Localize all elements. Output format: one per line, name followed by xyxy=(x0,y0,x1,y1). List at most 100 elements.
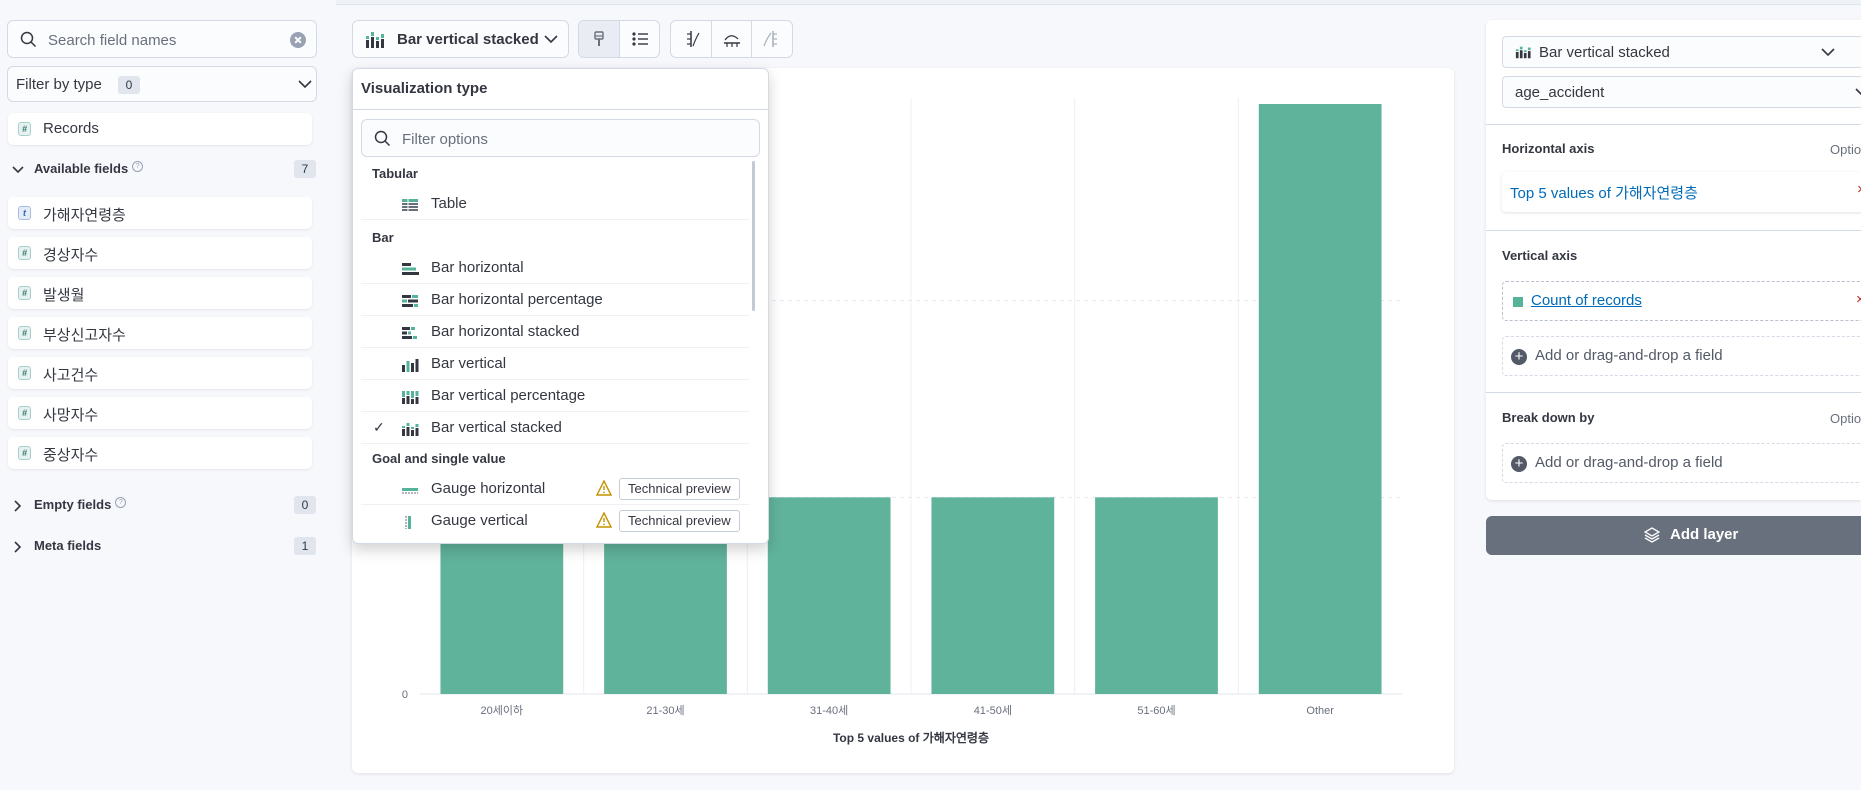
scrollbar-thumb[interactable] xyxy=(752,161,755,311)
field-item[interactable]: # 발생월 xyxy=(8,277,312,309)
toolbar-group-axes xyxy=(670,20,793,58)
layer-type-label: Bar vertical stacked xyxy=(1539,44,1670,61)
dimension-label: Count of records xyxy=(1531,292,1642,309)
technical-preview-badge: Technical preview xyxy=(619,478,740,500)
plus-icon: + xyxy=(1511,349,1527,365)
layer-type-select[interactable]: Bar vertical stacked xyxy=(1502,36,1861,68)
info-icon[interactable]: ? xyxy=(132,161,144,172)
paintbrush-icon xyxy=(594,31,604,46)
field-item[interactable]: # 사망자수 xyxy=(8,397,312,429)
chevron-right-icon xyxy=(14,541,22,553)
field-item[interactable]: t 가해자연령층 xyxy=(8,197,312,229)
number-field-icon: # xyxy=(18,122,31,136)
horizontal-axis-dimension[interactable]: Top 5 values of 가해자연령층 × xyxy=(1502,172,1861,212)
group-label-bar: Bar xyxy=(372,230,394,245)
divider xyxy=(353,109,768,110)
number-field-icon: # xyxy=(18,446,31,460)
bar xyxy=(1095,497,1218,694)
add-layer-label: Add layer xyxy=(1670,526,1739,543)
field-name: 발생월 xyxy=(43,287,85,304)
option-bar-horizontal-percentage[interactable]: Bar horizontal percentage xyxy=(361,285,749,316)
filter-options-input[interactable] xyxy=(400,127,744,151)
field-item[interactable]: # 부상신고자수 xyxy=(8,317,312,349)
remove-dimension-icon[interactable]: × xyxy=(1856,291,1861,308)
option-label: Gauge horizontal xyxy=(431,480,546,497)
option-bar-horizontal[interactable]: Bar horizontal xyxy=(361,253,749,284)
field-item[interactable]: # 중상자수 xyxy=(8,437,312,469)
option-label: Gauge vertical xyxy=(431,512,528,529)
info-icon[interactable]: ? xyxy=(115,497,127,508)
option-table[interactable]: Table xyxy=(361,189,749,220)
right-axis-icon xyxy=(763,31,777,47)
field-item[interactable]: # 경상자수 xyxy=(8,237,312,269)
add-field-label: Add or drag-and-drop a field xyxy=(1535,347,1723,364)
chevron-down-icon xyxy=(298,80,312,89)
bar-vertical-percentage-icon xyxy=(402,391,419,404)
field-item-records[interactable]: # Records xyxy=(8,113,312,145)
visualization-type-button[interactable]: Bar vertical stacked xyxy=(352,20,569,58)
empty-fields-toggle[interactable]: Empty fields? 0 xyxy=(10,494,316,518)
text-field-icon: t xyxy=(18,206,31,220)
bottom-axis-button[interactable] xyxy=(711,21,752,57)
add-layer-button[interactable]: Add layer xyxy=(1486,516,1861,555)
option-gauge-vertical[interactable]: Gauge vertical Technical preview xyxy=(361,506,749,537)
appearance-button[interactable] xyxy=(579,21,619,57)
vertical-axis-label: Vertical axis xyxy=(1502,248,1578,263)
bar xyxy=(1258,104,1382,694)
option-label: Bar horizontal percentage xyxy=(431,291,603,308)
option-label: Bar vertical percentage xyxy=(431,387,586,404)
field-item[interactable]: # 사고건수 xyxy=(8,357,312,389)
meta-fields-label: Meta fields xyxy=(34,538,102,553)
field-name: 중상자수 xyxy=(43,447,99,464)
option-bar-vertical[interactable]: Bar vertical xyxy=(361,349,749,380)
y-tick-label: 0 xyxy=(402,689,408,701)
x-tick-label: 41-50세 xyxy=(974,704,1012,717)
bar xyxy=(767,497,891,694)
field-search-box xyxy=(7,20,317,58)
search-icon xyxy=(20,31,37,48)
break-down-label: Break down by xyxy=(1502,410,1595,425)
x-tick-label: Other xyxy=(1306,705,1334,717)
bar-horizontal-stacked-icon xyxy=(402,327,417,339)
filter-by-type-button[interactable]: Filter by type 0 xyxy=(7,66,317,102)
bar-horizontal-icon xyxy=(402,263,419,275)
remove-dimension-icon[interactable]: × xyxy=(1857,181,1861,198)
data-view-select[interactable]: age_accident xyxy=(1502,76,1861,108)
right-axis-button[interactable] xyxy=(751,21,792,57)
option-label: Table xyxy=(431,195,467,212)
toolbar-group-style xyxy=(578,20,660,58)
bar xyxy=(931,497,1055,694)
meta-fields-toggle[interactable]: Meta fields 1 xyxy=(10,535,316,559)
series-color-swatch xyxy=(1513,297,1523,307)
group-label-tabular: Tabular xyxy=(372,166,418,181)
vertical-axis-dimension[interactable]: Count of records × xyxy=(1502,281,1861,321)
field-name: 사고건수 xyxy=(43,367,99,384)
search-icon xyxy=(374,130,391,147)
top-border xyxy=(336,0,1861,5)
field-search-input[interactable] xyxy=(46,28,290,52)
layers-icon xyxy=(1644,527,1660,543)
available-fields-toggle[interactable]: Available fields? 7 xyxy=(10,158,316,182)
plus-icon: + xyxy=(1511,456,1527,472)
clear-search-icon[interactable] xyxy=(290,32,306,48)
chevron-down-icon xyxy=(1855,88,1861,96)
left-axis-button[interactable] xyxy=(671,21,711,57)
option-label: Bar vertical xyxy=(431,355,507,372)
option-gauge-horizontal[interactable]: Gauge horizontal Technical preview xyxy=(361,474,749,505)
check-icon: ✓ xyxy=(373,419,385,435)
data-view-label: age_accident xyxy=(1515,84,1605,101)
divider xyxy=(1486,124,1861,125)
horizontal-axis-label: Horizontal axis xyxy=(1502,141,1595,156)
option-bar-horizontal-stacked[interactable]: Bar horizontal stacked xyxy=(361,317,749,348)
add-vertical-field-button[interactable]: + Add or drag-and-drop a field xyxy=(1502,336,1861,376)
bar-vertical-stacked-icon xyxy=(402,423,419,436)
available-fields-count: 7 xyxy=(294,160,316,178)
add-breakdown-field-button[interactable]: + Add or drag-and-drop a field xyxy=(1502,443,1861,483)
empty-fields-count: 0 xyxy=(294,496,316,514)
legend-button[interactable] xyxy=(619,21,660,57)
table-icon xyxy=(402,199,418,211)
x-tick-label: 20세이하 xyxy=(481,703,524,717)
field-name: 경상자수 xyxy=(43,247,99,264)
option-bar-vertical-percentage[interactable]: Bar vertical percentage xyxy=(361,381,749,412)
option-bar-vertical-stacked[interactable]: ✓ Bar vertical stacked xyxy=(361,413,749,444)
